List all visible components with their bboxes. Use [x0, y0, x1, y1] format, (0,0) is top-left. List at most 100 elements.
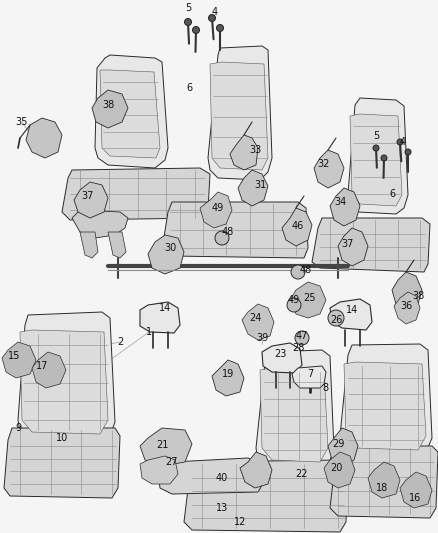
Text: 40: 40 [216, 473, 228, 483]
Text: 25: 25 [304, 293, 316, 303]
Polygon shape [4, 428, 120, 498]
Polygon shape [262, 343, 302, 373]
Polygon shape [208, 46, 272, 180]
Polygon shape [230, 135, 258, 170]
Polygon shape [338, 228, 368, 266]
Polygon shape [328, 428, 358, 466]
Text: 35: 35 [16, 117, 28, 127]
Circle shape [373, 145, 379, 151]
Polygon shape [240, 452, 272, 488]
Circle shape [184, 19, 191, 26]
Text: 37: 37 [82, 191, 94, 201]
Polygon shape [330, 188, 360, 226]
Text: 13: 13 [216, 503, 228, 513]
Text: 12: 12 [234, 517, 246, 527]
Text: 28: 28 [292, 343, 304, 353]
Text: 4: 4 [212, 7, 218, 17]
Text: 24: 24 [249, 313, 261, 323]
Text: 1: 1 [146, 327, 152, 337]
Polygon shape [20, 330, 108, 434]
Polygon shape [340, 344, 432, 458]
Text: 10: 10 [56, 433, 68, 443]
Polygon shape [392, 272, 422, 310]
Polygon shape [314, 150, 344, 188]
Text: 39: 39 [256, 333, 268, 343]
Text: 21: 21 [156, 440, 168, 450]
Polygon shape [32, 352, 66, 388]
Text: 38: 38 [412, 291, 424, 301]
Text: 19: 19 [222, 369, 234, 379]
Text: 14: 14 [346, 305, 358, 315]
Polygon shape [312, 218, 430, 272]
Polygon shape [80, 232, 98, 258]
Text: 47: 47 [296, 331, 308, 341]
Polygon shape [256, 350, 334, 470]
Polygon shape [260, 368, 328, 462]
Text: 16: 16 [409, 493, 421, 503]
Text: 18: 18 [376, 483, 388, 493]
Text: 32: 32 [318, 159, 330, 169]
Text: 33: 33 [249, 145, 261, 155]
Circle shape [215, 231, 229, 245]
Polygon shape [74, 182, 108, 218]
Polygon shape [140, 302, 180, 333]
Polygon shape [184, 460, 348, 532]
Text: 4: 4 [400, 137, 406, 147]
Polygon shape [292, 366, 326, 388]
Polygon shape [242, 304, 274, 340]
Circle shape [216, 25, 223, 31]
Polygon shape [26, 118, 62, 158]
Text: 6: 6 [389, 189, 395, 199]
Polygon shape [210, 62, 268, 170]
Polygon shape [394, 292, 420, 324]
Polygon shape [368, 462, 400, 498]
Text: 27: 27 [166, 457, 178, 467]
Text: 5: 5 [185, 3, 191, 13]
Circle shape [381, 155, 387, 161]
Polygon shape [72, 210, 128, 238]
Polygon shape [18, 312, 115, 442]
Text: 5: 5 [373, 131, 379, 141]
Polygon shape [140, 456, 178, 484]
Text: 37: 37 [342, 239, 354, 249]
Text: 29: 29 [332, 439, 344, 449]
Text: 6: 6 [186, 83, 192, 93]
Polygon shape [330, 299, 372, 330]
Polygon shape [62, 168, 210, 220]
Text: 7: 7 [307, 369, 313, 379]
Text: 48: 48 [300, 265, 312, 275]
Circle shape [291, 265, 305, 279]
Text: 22: 22 [296, 469, 308, 479]
Text: 23: 23 [274, 349, 286, 359]
Text: 8: 8 [322, 383, 328, 393]
Polygon shape [108, 232, 126, 258]
Circle shape [295, 331, 309, 345]
Polygon shape [162, 202, 308, 258]
Polygon shape [158, 458, 265, 494]
Polygon shape [148, 235, 184, 274]
Polygon shape [344, 362, 426, 450]
Text: 46: 46 [292, 221, 304, 231]
Polygon shape [140, 428, 192, 466]
Text: 17: 17 [36, 361, 48, 371]
Polygon shape [95, 55, 168, 168]
Circle shape [328, 310, 344, 326]
Polygon shape [330, 446, 438, 518]
Polygon shape [100, 70, 160, 158]
Text: 49: 49 [288, 295, 300, 305]
Text: 49: 49 [212, 203, 224, 213]
Polygon shape [400, 472, 432, 508]
Text: 14: 14 [159, 303, 171, 313]
Circle shape [287, 298, 301, 312]
Polygon shape [200, 192, 232, 228]
Circle shape [208, 14, 215, 21]
Polygon shape [350, 114, 402, 206]
Text: 30: 30 [164, 243, 176, 253]
Polygon shape [238, 170, 268, 206]
Circle shape [397, 139, 403, 145]
Text: 38: 38 [102, 100, 114, 110]
Polygon shape [282, 208, 312, 246]
Polygon shape [2, 342, 36, 378]
Polygon shape [212, 360, 244, 396]
Text: 20: 20 [330, 463, 342, 473]
